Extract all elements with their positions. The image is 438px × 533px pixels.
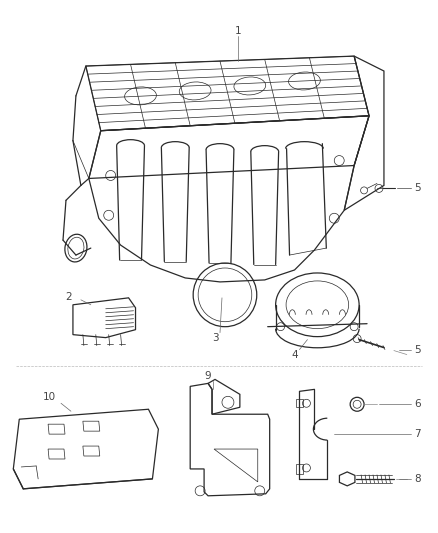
Text: 10: 10 bbox=[42, 392, 56, 402]
Text: 5: 5 bbox=[414, 183, 420, 193]
Text: 3: 3 bbox=[212, 333, 218, 343]
Text: 8: 8 bbox=[414, 474, 420, 484]
Text: 5: 5 bbox=[414, 344, 420, 354]
Text: 9: 9 bbox=[205, 372, 212, 382]
Text: 6: 6 bbox=[414, 399, 420, 409]
Text: 2: 2 bbox=[66, 292, 72, 302]
Text: 4: 4 bbox=[291, 350, 298, 360]
Text: 1: 1 bbox=[235, 26, 241, 36]
Text: 7: 7 bbox=[414, 429, 420, 439]
